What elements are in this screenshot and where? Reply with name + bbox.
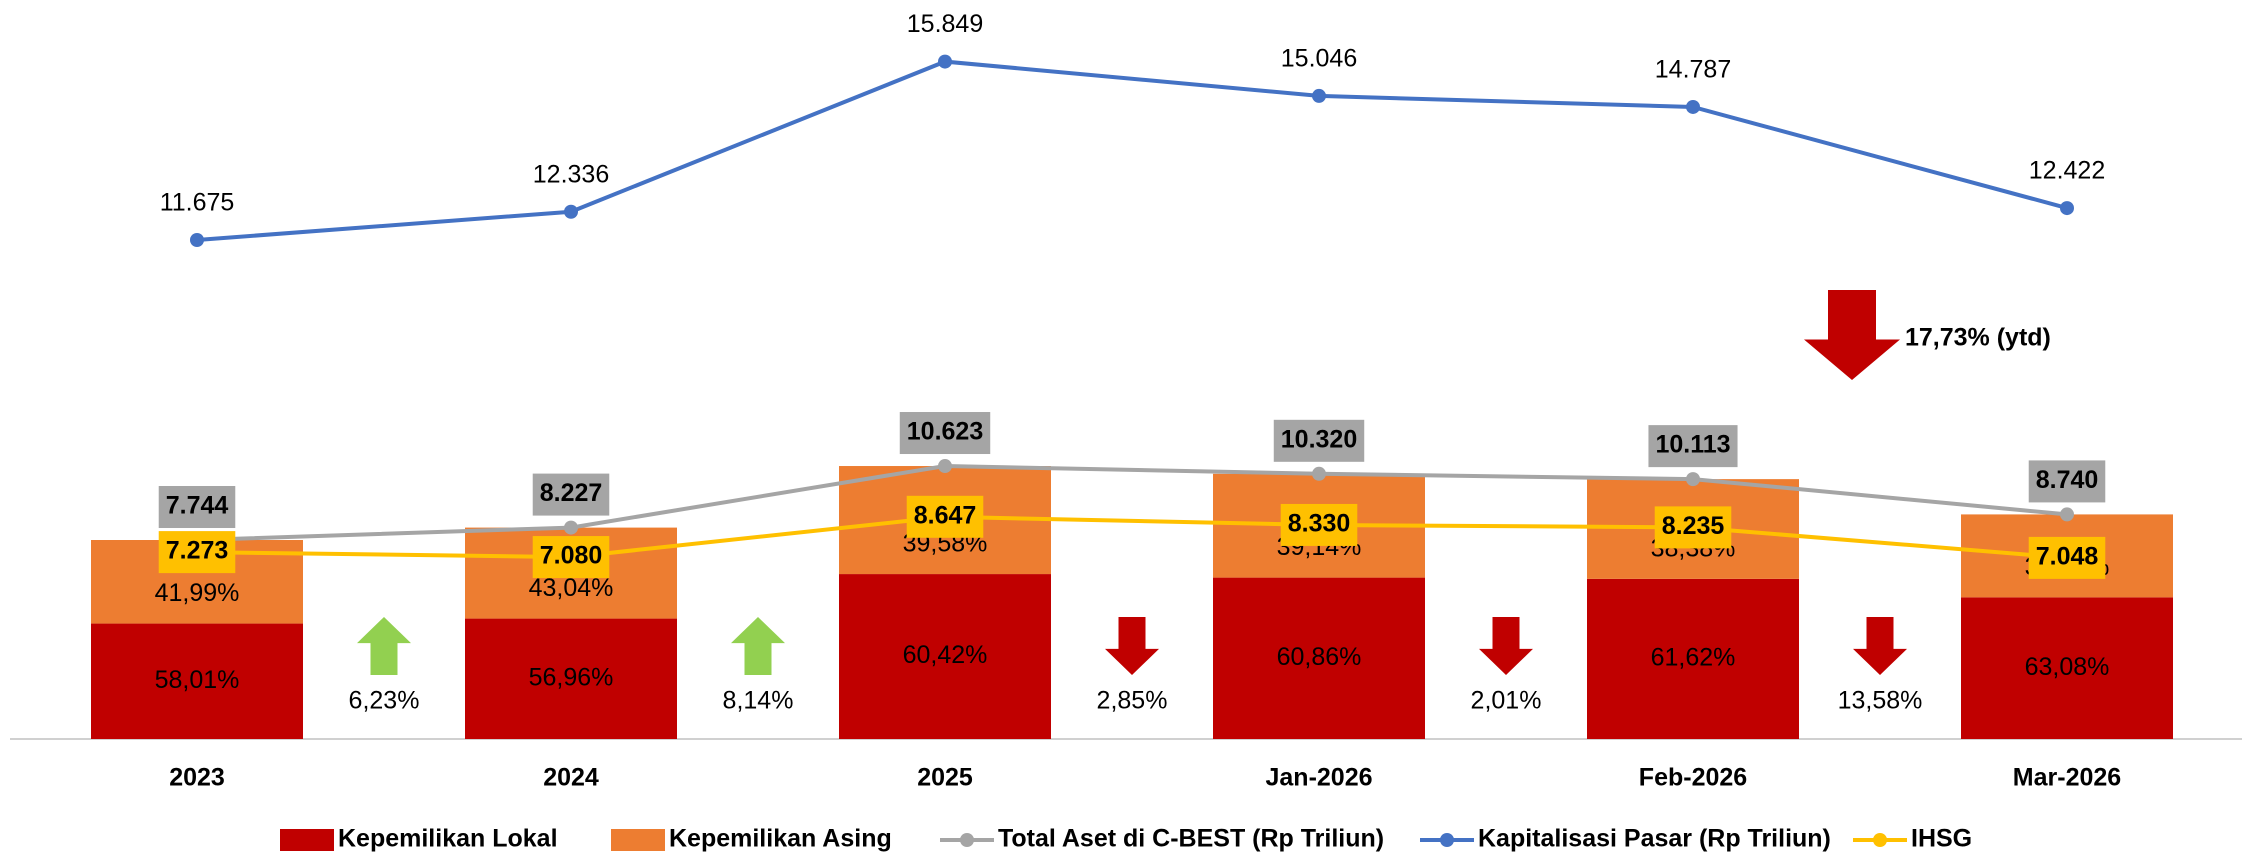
line-series	[196, 59, 2068, 242]
legend-marker	[1440, 833, 1454, 847]
x-tick-label: 2025	[917, 764, 973, 792]
line-label: 10.623	[907, 418, 983, 446]
change-label: 8,14%	[723, 687, 794, 715]
line-point	[1312, 88, 1326, 103]
x-tick-label: 2023	[169, 764, 225, 792]
legend-label: Total Aset di C-BEST (Rp Triliun)	[998, 825, 1384, 853]
line-point	[1686, 472, 1700, 487]
change-arrow	[1853, 617, 1907, 675]
line-label: 15.046	[1281, 45, 1357, 73]
line-label: 12.422	[2029, 157, 2105, 185]
line-label: 7.744	[166, 492, 229, 520]
label-box	[158, 486, 236, 529]
line-label: 15.849	[907, 10, 983, 38]
label-box	[532, 536, 610, 579]
legend-marker	[960, 833, 974, 847]
line-series	[196, 464, 2068, 543]
x-tick-label: Mar-2026	[2013, 764, 2121, 792]
label-box	[2028, 536, 2106, 579]
legend-label: Kapitalisasi Pasar (Rp Triliun)	[1478, 825, 1831, 853]
bar-label: 58,01%	[155, 666, 240, 694]
line-series	[196, 514, 2068, 560]
legend-swatch	[611, 829, 665, 851]
line-label: 7.273	[166, 537, 229, 565]
change-label: 13,58%	[1838, 687, 1923, 715]
line-label: 8.235	[1662, 512, 1725, 540]
line-label: 8.330	[1288, 510, 1351, 538]
bar-label: 61,62%	[1651, 644, 1736, 672]
line-point	[564, 520, 578, 535]
line-point	[1686, 99, 1700, 114]
bar-label: 60,86%	[1277, 643, 1362, 671]
label-box	[1273, 419, 1365, 462]
annotation-arrow	[1804, 290, 1900, 380]
line-label: 11.675	[160, 189, 235, 217]
bar-segment	[1213, 577, 1425, 739]
label-box	[1654, 506, 1732, 549]
x-tick-label: Jan-2026	[1265, 764, 1372, 792]
line-point	[2060, 507, 2074, 522]
change-label: 2,85%	[1097, 687, 1168, 715]
line-point	[938, 54, 952, 69]
line-label: 10.320	[1281, 425, 1357, 453]
line-point	[2060, 201, 2074, 216]
line-label: 8.227	[540, 479, 603, 507]
line-point	[564, 204, 578, 219]
label-box	[899, 412, 991, 455]
bar-segment	[839, 574, 1051, 739]
label-box	[532, 473, 610, 516]
legend-swatch	[280, 829, 334, 851]
change-label: 6,23%	[349, 687, 420, 715]
bar-segment	[1961, 597, 2173, 739]
label-box	[1648, 425, 1738, 468]
change-label: 2,01%	[1471, 687, 1542, 715]
bar-label: 63,08%	[2025, 653, 2110, 681]
label-box	[158, 531, 236, 574]
bar-label: 41,99%	[155, 579, 240, 607]
x-tick-label: 2024	[543, 764, 599, 792]
change-arrow	[1105, 617, 1159, 675]
line-point	[190, 232, 204, 247]
line-label: 7.080	[540, 542, 603, 570]
change-arrow	[731, 617, 785, 675]
bar-label: 56,96%	[529, 663, 614, 691]
line-label: 14.787	[1655, 56, 1731, 84]
line-label: 10.113	[1655, 431, 1730, 459]
change-arrow	[1479, 617, 1533, 675]
bar-segment	[1587, 578, 1799, 739]
annotation-text: 17,73% (ytd)	[1905, 324, 2051, 352]
label-box	[1280, 503, 1358, 546]
line-label: 7.048	[2036, 542, 2099, 570]
legend-label: IHSG	[1911, 825, 1972, 853]
bar-segment	[91, 623, 303, 739]
legend-marker	[1873, 833, 1887, 847]
line-label: 8.647	[914, 501, 977, 529]
change-arrow	[357, 617, 411, 675]
line-label: 8.740	[2036, 466, 2099, 494]
bar-label: 43,04%	[529, 574, 614, 602]
legend-label: Kepemilikan Lokal	[338, 825, 558, 853]
label-box	[906, 495, 984, 538]
line-point	[1312, 466, 1326, 481]
line-point	[938, 459, 952, 474]
label-box	[2028, 460, 2106, 503]
x-tick-label: Feb-2026	[1639, 764, 1747, 792]
line-label: 12.336	[533, 160, 609, 188]
legend-label: Kepemilikan Asing	[669, 825, 892, 853]
bar-label: 60,42%	[903, 641, 988, 669]
bar-segment	[465, 618, 677, 739]
